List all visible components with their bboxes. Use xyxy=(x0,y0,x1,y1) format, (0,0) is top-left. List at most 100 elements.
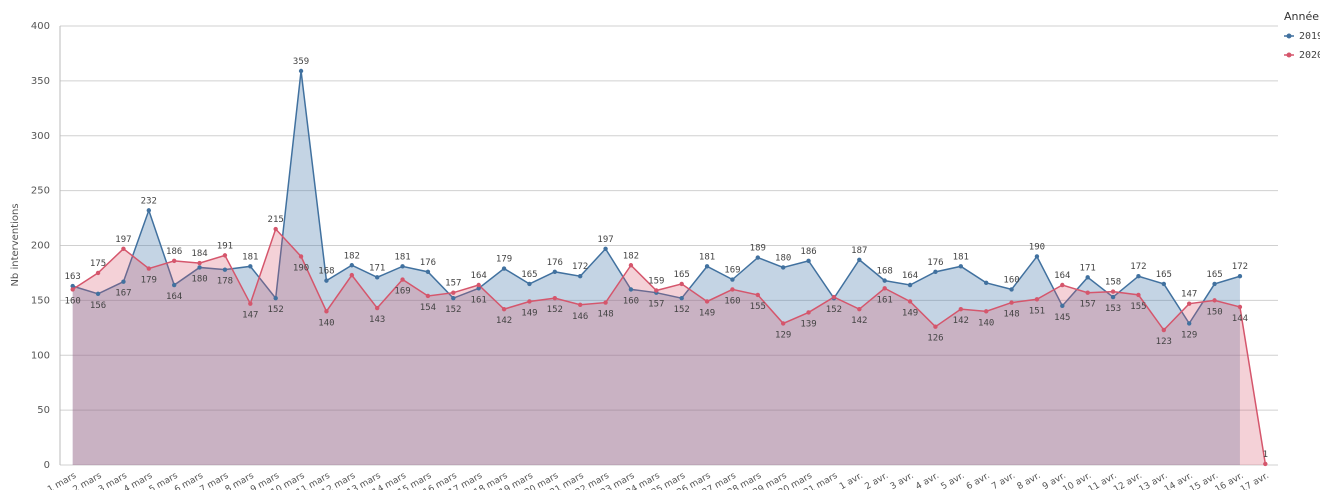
point xyxy=(298,68,304,74)
point xyxy=(1237,304,1243,310)
point xyxy=(374,305,380,311)
data-label: 129 xyxy=(1181,330,1197,340)
point xyxy=(755,292,761,298)
data-label: 149 xyxy=(521,308,537,318)
point xyxy=(1186,321,1192,326)
y-tick-label: 200 xyxy=(31,241,50,252)
data-label: 165 xyxy=(521,270,537,280)
point xyxy=(1009,300,1014,305)
data-label: 143 xyxy=(369,315,385,325)
point xyxy=(1060,303,1065,309)
data-label: 232 xyxy=(141,196,157,206)
y-axis-title: Nb interventions xyxy=(10,203,21,286)
data-label: 145 xyxy=(1054,313,1070,323)
data-label: 152 xyxy=(268,305,284,315)
x-tick-label: 8 avr. xyxy=(1016,471,1043,490)
x-tick-label: 4 avr. xyxy=(914,471,941,490)
data-label: 154 xyxy=(420,303,436,313)
point xyxy=(374,275,380,280)
data-label: 359 xyxy=(293,57,309,67)
data-label: 161 xyxy=(877,295,893,305)
point xyxy=(400,264,405,269)
data-label: 179 xyxy=(496,255,512,265)
point xyxy=(704,264,710,269)
point xyxy=(628,263,634,268)
point xyxy=(1136,274,1141,279)
point xyxy=(1186,301,1192,306)
data-label: 187 xyxy=(851,246,867,256)
x-tick-label: 1 avr. xyxy=(838,471,865,490)
point xyxy=(907,282,913,288)
point xyxy=(933,269,938,275)
point xyxy=(603,300,608,305)
point xyxy=(95,291,101,296)
data-label: 172 xyxy=(1130,262,1146,272)
data-label: 181 xyxy=(953,252,969,262)
point xyxy=(324,309,329,314)
data-label: 169 xyxy=(724,266,740,276)
point xyxy=(958,264,964,269)
point xyxy=(121,279,126,284)
point xyxy=(806,258,811,264)
point xyxy=(577,274,583,279)
data-label: 1 xyxy=(1263,450,1268,460)
legend-marker xyxy=(1286,33,1292,39)
data-label: 160 xyxy=(724,296,740,306)
data-label: 149 xyxy=(699,308,715,318)
point xyxy=(882,286,887,291)
data-label: 182 xyxy=(344,251,360,261)
data-label: 164 xyxy=(902,271,918,281)
data-label: 190 xyxy=(293,263,309,273)
data-label: 164 xyxy=(471,271,487,281)
point xyxy=(476,286,481,291)
data-label: 151 xyxy=(1029,306,1045,316)
point xyxy=(907,299,913,304)
data-label: 159 xyxy=(648,276,664,286)
data-label: 171 xyxy=(369,263,385,273)
data-label: 168 xyxy=(877,267,893,277)
data-label: 144 xyxy=(1232,314,1248,324)
data-label: 176 xyxy=(927,258,943,268)
data-label: 140 xyxy=(978,318,994,328)
point xyxy=(146,208,152,213)
data-label: 181 xyxy=(394,252,410,262)
point xyxy=(349,272,355,278)
data-label: 152 xyxy=(547,305,563,315)
y-tick-label: 50 xyxy=(37,405,50,416)
point xyxy=(70,283,75,289)
point xyxy=(1110,289,1116,294)
point xyxy=(527,299,532,304)
data-label: 147 xyxy=(1181,290,1197,300)
data-label: 175 xyxy=(90,259,106,269)
data-label: 176 xyxy=(547,258,563,268)
point xyxy=(501,306,507,312)
point xyxy=(400,277,405,282)
point xyxy=(1034,254,1040,259)
point xyxy=(248,264,253,269)
point xyxy=(983,309,989,314)
point xyxy=(857,257,862,262)
y-tick-label: 250 xyxy=(31,186,50,197)
data-label: 160 xyxy=(1003,275,1019,285)
point xyxy=(171,258,177,264)
data-label: 146 xyxy=(572,312,588,322)
legend-label: 2019 xyxy=(1299,31,1320,42)
data-label: 152 xyxy=(674,305,690,315)
point xyxy=(349,263,355,268)
data-label: 197 xyxy=(597,235,613,245)
point xyxy=(146,266,152,271)
data-label: 140 xyxy=(318,318,334,328)
data-label: 153 xyxy=(1105,304,1121,314)
point xyxy=(1085,275,1090,280)
point xyxy=(197,260,202,266)
data-label: 155 xyxy=(750,302,766,312)
data-label: 148 xyxy=(597,310,613,320)
data-label: 157 xyxy=(648,300,664,310)
data-label: 178 xyxy=(217,277,233,287)
point xyxy=(1263,461,1268,467)
point xyxy=(248,301,253,306)
point xyxy=(222,267,228,272)
point xyxy=(222,253,228,258)
data-label: 148 xyxy=(1003,310,1019,320)
data-label: 182 xyxy=(623,251,639,261)
